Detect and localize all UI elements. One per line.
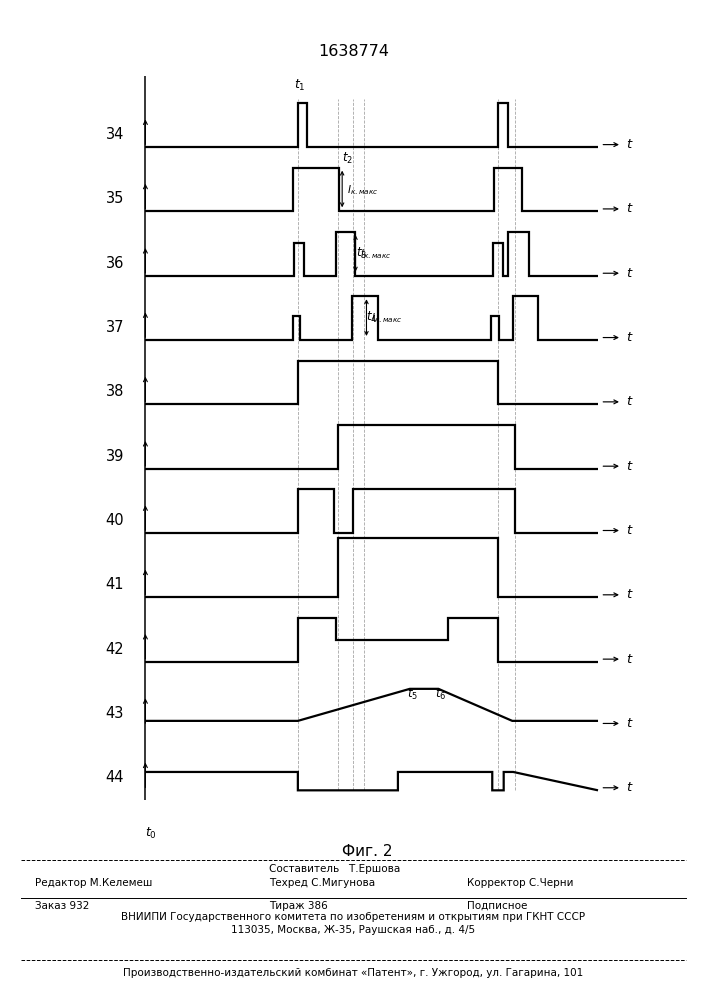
Text: Техред С.Мигунова: Техред С.Мигунова [269, 878, 375, 888]
Text: Корректор С.Черни: Корректор С.Черни [467, 878, 573, 888]
Text: $t$: $t$ [626, 460, 633, 473]
Text: Редактор М.Келемеш: Редактор М.Келемеш [35, 878, 153, 888]
Text: $t_5$: $t_5$ [407, 687, 418, 702]
Text: $t_6$: $t_6$ [435, 687, 447, 702]
Text: ВНИИПИ Государственного комитета по изобретениям и открытиям при ГКНТ СССР: ВНИИПИ Государственного комитета по изоб… [122, 912, 585, 922]
Text: 38: 38 [105, 384, 124, 399]
Text: Фиг. 2: Фиг. 2 [342, 844, 393, 859]
Text: 40: 40 [105, 513, 124, 528]
Text: $t$: $t$ [626, 588, 633, 601]
Text: $t_0$: $t_0$ [145, 826, 157, 841]
Text: $t$: $t$ [626, 138, 633, 151]
Text: 1638774: 1638774 [318, 44, 389, 60]
Text: Тираж 386: Тираж 386 [269, 901, 327, 911]
Text: 42: 42 [105, 642, 124, 657]
Text: $t_3$: $t_3$ [356, 245, 367, 261]
Text: $t_2$: $t_2$ [342, 151, 354, 166]
Text: $t$: $t$ [626, 717, 633, 730]
Text: 113035, Москва, Ж-35, Раушская наб., д. 4/5: 113035, Москва, Ж-35, Раушская наб., д. … [231, 925, 476, 935]
Text: $I_{к.макс}$: $I_{к.макс}$ [371, 311, 402, 325]
Text: Заказ 932: Заказ 932 [35, 901, 90, 911]
Text: $t$: $t$ [626, 781, 633, 794]
Text: 44: 44 [105, 770, 124, 785]
Text: $t$: $t$ [626, 267, 633, 280]
Text: 41: 41 [105, 577, 124, 592]
Text: $t$: $t$ [626, 395, 633, 408]
Text: Составитель   Т.Ершова: Составитель Т.Ершова [269, 864, 400, 874]
Text: 37: 37 [105, 320, 124, 335]
Text: 36: 36 [105, 256, 124, 271]
Text: $t$: $t$ [626, 331, 633, 344]
Text: 39: 39 [105, 449, 124, 464]
Text: $t_4$: $t_4$ [366, 310, 378, 325]
Text: $I_{к.макс}$: $I_{к.макс}$ [361, 247, 392, 261]
Text: Производственно-издательский комбинат «Патент», г. Ужгород, ул. Гагарина, 101: Производственно-издательский комбинат «П… [124, 968, 583, 978]
Text: $I_{к.макс}$: $I_{к.макс}$ [347, 183, 378, 197]
Text: $t$: $t$ [626, 202, 633, 215]
Text: $t_1$: $t_1$ [294, 77, 306, 93]
Text: Подписное: Подписное [467, 901, 527, 911]
Text: 43: 43 [105, 706, 124, 721]
Text: $t$: $t$ [626, 653, 633, 666]
Text: $t$: $t$ [626, 524, 633, 537]
Text: 35: 35 [105, 191, 124, 206]
Text: 34: 34 [105, 127, 124, 142]
